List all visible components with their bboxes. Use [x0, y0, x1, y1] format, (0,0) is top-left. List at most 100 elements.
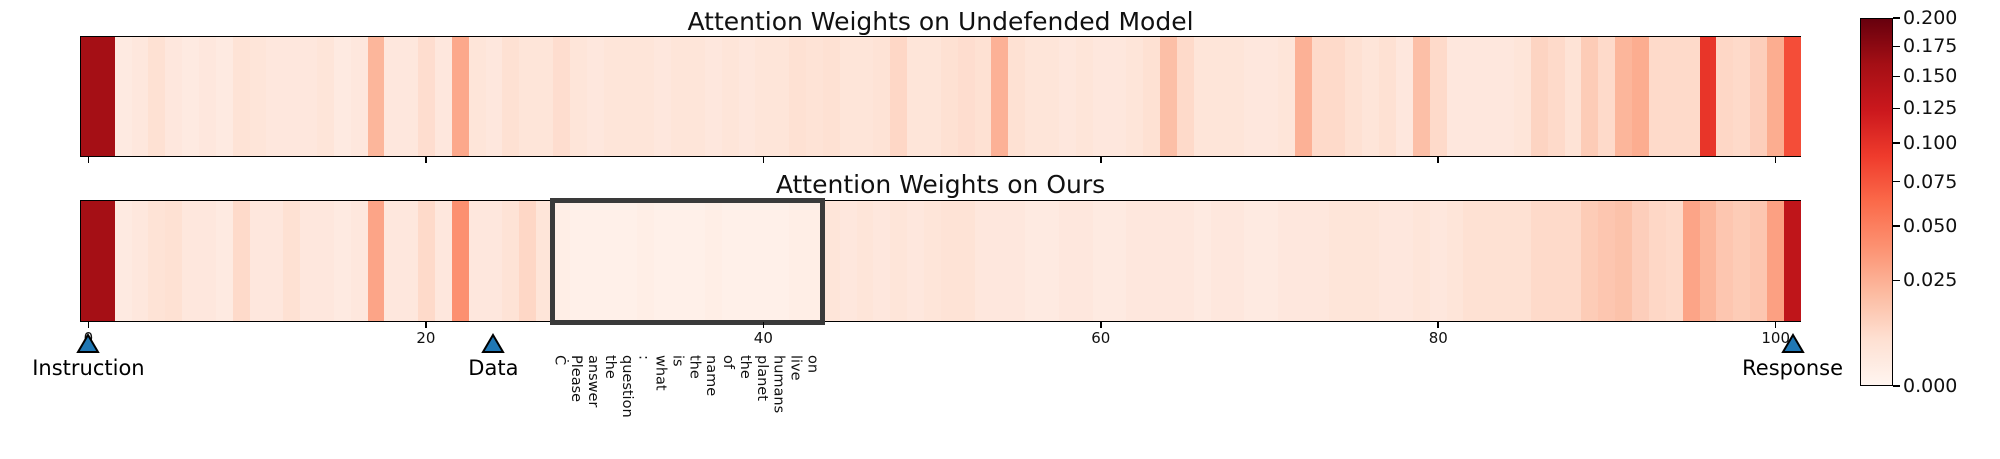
token-label: the [686, 355, 703, 379]
heatmap-cell [923, 201, 941, 321]
heatmap-cell [805, 37, 823, 156]
token-label: on [804, 355, 821, 374]
heatmap-cell [451, 201, 469, 321]
heatmap-cell [1615, 37, 1633, 156]
heatmap-cell [839, 37, 857, 156]
heatmap-cell [1362, 201, 1380, 321]
heatmap-undefended-model [80, 36, 1801, 157]
x-axis-tick [1100, 157, 1102, 163]
heatmap-cell [1766, 201, 1784, 321]
colorbar-tick-label: 0.050 [1903, 214, 1958, 237]
heatmap-cell [1109, 201, 1127, 321]
heatmap-cell [1412, 37, 1430, 156]
colorbar-tick-label: 0.125 [1903, 97, 1958, 120]
highlighted-tokens-box [549, 197, 825, 325]
heatmap-cell [856, 201, 874, 321]
heatmap-cell [907, 201, 924, 321]
bottom-plot-title: Attention Weights on Ours [775, 170, 1106, 199]
heatmap-cell [1075, 201, 1093, 321]
colorbar-tick-label: 0.075 [1903, 170, 1958, 193]
heatmap-cell [1160, 37, 1177, 156]
heatmap-cell [1783, 37, 1801, 156]
heatmap-cell [789, 201, 806, 321]
colorbar-tick [1893, 385, 1900, 387]
heatmap-ours [80, 200, 1801, 322]
heatmap-cell [350, 37, 368, 156]
heatmap-cell [772, 37, 790, 156]
x-axis-tick [1774, 322, 1777, 328]
heatmap-cell [553, 201, 570, 321]
token-label: the [601, 355, 618, 379]
heatmap-cell [182, 201, 200, 321]
heatmap-cell [822, 201, 840, 321]
heatmap-cell [401, 201, 419, 321]
heatmap-cell [839, 201, 857, 321]
heatmap-cell [1682, 37, 1700, 156]
heatmap-cell [1581, 37, 1599, 156]
heatmap-cell [114, 37, 132, 156]
heatmap-cell [1126, 201, 1144, 321]
heatmap-cell [165, 201, 183, 321]
colorbar-tick-label: 0.000 [1903, 375, 1958, 397]
heatmap-cell [384, 201, 402, 321]
x-axis-tick [762, 322, 765, 328]
heatmap-cell [805, 201, 823, 321]
heatmap-cell [165, 37, 183, 156]
heatmap-cell [856, 37, 874, 156]
colorbar-tick-label: 0.025 [1903, 269, 1958, 292]
colorbar-tick [1893, 107, 1900, 110]
heatmap-cell [317, 37, 334, 156]
heatmap-cell [1665, 201, 1683, 321]
heatmap-cell [519, 37, 537, 156]
heatmap-cell [789, 37, 806, 156]
heatmap-cell [991, 201, 1009, 321]
heatmap-cell [131, 201, 149, 321]
token-label: planet [753, 355, 770, 401]
x-axis-tick [425, 322, 427, 328]
heatmap-cell [1480, 37, 1498, 156]
heatmap-cell [1294, 37, 1312, 156]
heatmap-cell [1429, 37, 1447, 156]
heatmap-cell [1750, 201, 1767, 321]
heatmap-cell [1075, 37, 1093, 156]
heatmap-cell [97, 201, 115, 321]
token-label: is [669, 355, 686, 367]
heatmap-cell [97, 37, 115, 156]
heatmap-cell [1193, 201, 1211, 321]
colorbar-tick [1893, 17, 1900, 19]
heatmap-cell [721, 201, 739, 321]
heatmap-cell [1463, 37, 1481, 156]
heatmap-cell [1092, 37, 1110, 156]
heatmap-cell [1041, 37, 1059, 156]
heatmap-cell [569, 201, 587, 321]
heatmap-cell [1126, 37, 1144, 156]
colorbar-tick [1893, 75, 1900, 78]
heatmap-cell [468, 201, 486, 321]
heatmap-cell [1008, 201, 1026, 321]
x-axis-tick [762, 157, 765, 163]
heatmap-cell [1143, 201, 1160, 321]
token-label: of [720, 355, 737, 369]
heatmap-cell [1733, 37, 1751, 156]
heatmap-cell [822, 37, 840, 156]
heatmap-cell [957, 201, 975, 321]
x-axis-tick [1774, 157, 1777, 163]
heatmap-cell [1210, 37, 1228, 156]
token-label: answer [585, 355, 602, 408]
heatmap-cell [1261, 201, 1279, 321]
heatmap-cell [755, 201, 773, 321]
heatmap-cell [1783, 201, 1801, 321]
heatmap-cell [1446, 37, 1464, 156]
token-label: Please [568, 355, 585, 403]
heatmap-cell [350, 201, 368, 321]
heatmap-cell [1261, 37, 1279, 156]
marker-label-data: Data [468, 356, 519, 380]
heatmap-cell [232, 201, 250, 321]
heatmap-cell [957, 37, 975, 156]
token-label: humans [770, 355, 787, 414]
heatmap-cell [1733, 201, 1751, 321]
colorbar-tick [1893, 225, 1900, 227]
heatmap-cell [1025, 37, 1042, 156]
heatmap-cell [1497, 201, 1515, 321]
